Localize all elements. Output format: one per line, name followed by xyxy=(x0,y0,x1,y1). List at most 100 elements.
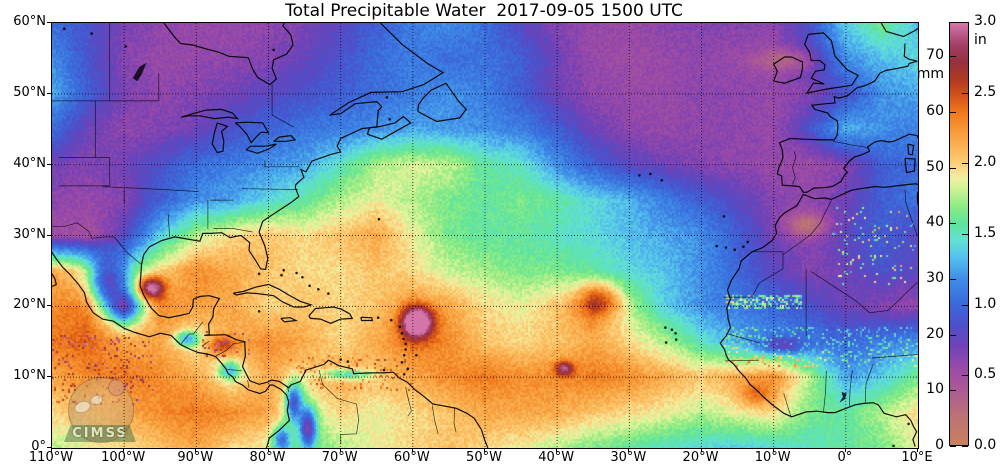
political-border xyxy=(241,188,299,190)
political-border xyxy=(247,379,250,388)
island xyxy=(327,292,330,295)
coastline xyxy=(772,56,804,84)
x-tick-mark xyxy=(556,448,558,452)
political-border xyxy=(811,271,918,314)
island xyxy=(638,174,641,177)
map-plot-area: CIMSS xyxy=(51,22,919,449)
island xyxy=(377,217,381,221)
island xyxy=(664,341,668,344)
island xyxy=(674,338,678,341)
colorbar-in-tick xyxy=(962,446,968,447)
x-tick-label: 30°W xyxy=(610,450,647,465)
x-tick-mark xyxy=(700,448,702,452)
colorbar-mm-label: 10 xyxy=(926,381,944,398)
colorbar-in-tick xyxy=(962,234,968,235)
coastline xyxy=(916,191,918,206)
island xyxy=(257,310,261,313)
x-tick-label: 60°W xyxy=(393,450,430,465)
island xyxy=(406,367,410,371)
political-border xyxy=(52,222,142,265)
x-tick-mark xyxy=(339,448,341,452)
colorbar-mm-tick xyxy=(950,167,956,169)
x-tick-mark xyxy=(772,448,774,452)
cimss-logo-watermark: CIMSS xyxy=(60,377,140,447)
coastline xyxy=(804,32,859,94)
x-tick-mark xyxy=(484,448,485,452)
colorbar-mm-label: 20 xyxy=(926,325,944,342)
y-tick-mark xyxy=(47,163,51,165)
political-border xyxy=(871,354,918,359)
colorbar-mm-label: 0 xyxy=(935,437,944,453)
political-border xyxy=(792,151,797,185)
colorbar-mm-label: 50 xyxy=(926,158,944,175)
coastline xyxy=(360,316,374,322)
political-border xyxy=(227,369,242,372)
island xyxy=(90,32,93,35)
coastline xyxy=(211,122,229,154)
island xyxy=(339,358,343,361)
colorbar-mm-tick xyxy=(950,390,956,392)
colorbar-mm-tick xyxy=(950,334,956,336)
island xyxy=(715,244,718,248)
colorbar-gradient xyxy=(949,22,969,446)
island xyxy=(722,215,726,218)
y-tick-mark xyxy=(47,305,51,307)
island xyxy=(404,342,407,346)
y-tick-label: 10°N xyxy=(13,368,46,384)
political-border xyxy=(318,370,360,444)
island xyxy=(415,353,418,357)
colorbar-in-label: 2.5 xyxy=(974,83,997,100)
x-tick-mark xyxy=(917,448,918,452)
coastline xyxy=(232,283,314,308)
colorbar-mm-tick xyxy=(950,56,956,58)
colorbar-mm-label: 40 xyxy=(926,214,944,231)
y-tick-mark xyxy=(47,447,51,448)
coastline xyxy=(366,115,412,140)
political-border xyxy=(180,321,204,345)
x-tick-label: 50°W xyxy=(466,450,502,465)
island xyxy=(664,326,667,329)
colorbar-mm-label: 30 xyxy=(926,270,944,287)
colorbar-mm-label: 60 xyxy=(926,103,944,120)
island xyxy=(388,118,392,121)
y-tick-mark xyxy=(47,376,51,378)
political-border xyxy=(201,340,210,347)
coastline xyxy=(234,121,270,144)
political-border xyxy=(286,386,290,393)
colorbar-in-tick xyxy=(962,22,968,23)
y-tick-label: 0° xyxy=(31,439,46,454)
political-border xyxy=(723,251,784,298)
x-tick-mark xyxy=(844,448,846,452)
coastline xyxy=(245,143,277,154)
x-tick-label: 100°W xyxy=(101,450,146,465)
x-tick-label: 10°E xyxy=(901,450,933,465)
coastline xyxy=(52,273,57,288)
island xyxy=(346,360,350,363)
x-tick-mark xyxy=(195,448,197,452)
x-tick-mark xyxy=(628,448,630,452)
island xyxy=(402,373,406,376)
coastline xyxy=(181,108,240,120)
x-tick-label: 80°W xyxy=(249,450,286,465)
colorbar-in-tick xyxy=(962,304,968,306)
island xyxy=(257,272,261,276)
island xyxy=(400,361,404,364)
island xyxy=(402,337,405,341)
island xyxy=(907,422,910,426)
island xyxy=(724,246,728,249)
coastline xyxy=(880,23,918,38)
political-border xyxy=(264,160,299,168)
colorbar-mm-tick xyxy=(950,112,956,114)
x-tick-mark xyxy=(267,448,269,452)
chart-title: Total Precipitable Water 2017-09-05 1500… xyxy=(285,1,683,21)
lake xyxy=(132,62,147,82)
x-tick-label: 0° xyxy=(837,450,853,465)
x-tick-label: 90°W xyxy=(177,450,214,465)
colorbar-in-label: 2.0 xyxy=(974,154,997,171)
x-tick-mark xyxy=(51,448,52,452)
x-tick-mark xyxy=(123,448,125,452)
island xyxy=(649,172,652,176)
island xyxy=(382,368,386,372)
colorbar-in-label: 1.5 xyxy=(974,225,997,241)
island xyxy=(660,179,664,182)
